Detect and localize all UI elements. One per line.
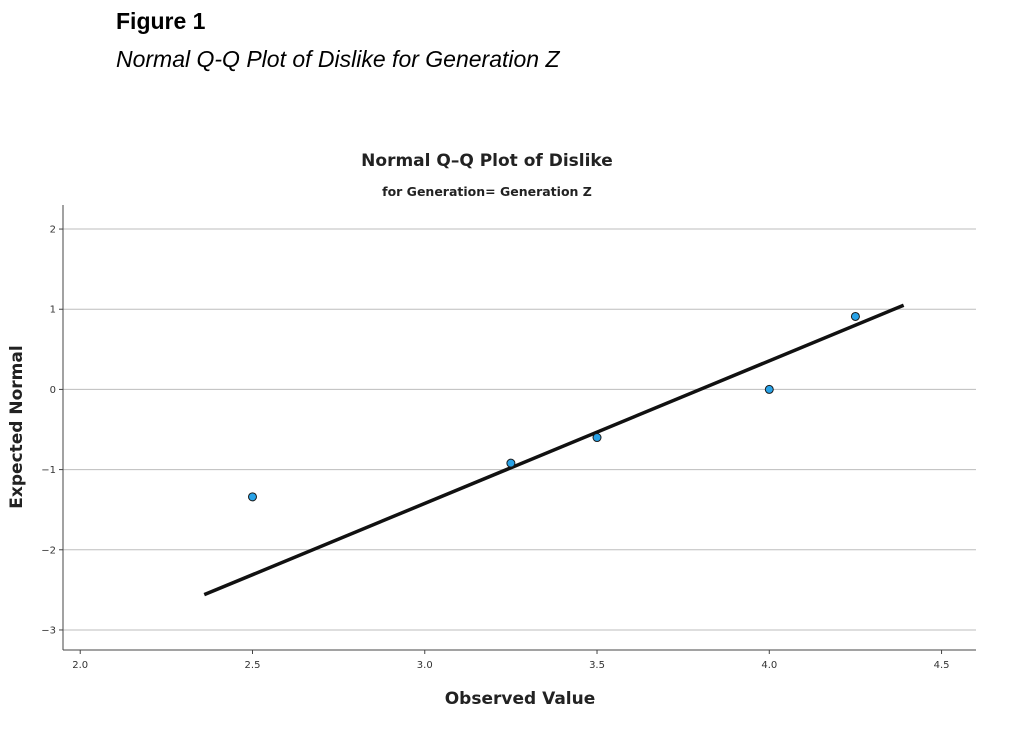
axes xyxy=(59,205,976,654)
x-tick-label: 4.0 xyxy=(761,660,777,671)
x-tick-label: 2.0 xyxy=(72,660,88,671)
y-tick-label: −1 xyxy=(41,465,56,476)
data-point xyxy=(764,384,774,394)
y-tick-label: −3 xyxy=(41,625,56,636)
figure-caption: Normal Q-Q Plot of Dislike for Generatio… xyxy=(116,46,560,72)
chart-title: Normal Q–Q Plot of Dislike xyxy=(361,151,613,171)
reference-line xyxy=(203,303,905,597)
data-points xyxy=(247,311,860,502)
y-tick-label: 0 xyxy=(50,385,56,396)
y-tick-label: 2 xyxy=(50,225,56,236)
y-axis-label: Expected Normal xyxy=(7,345,27,508)
chart-subtitle: for Generation= Generation Z xyxy=(382,184,592,199)
tick-labels: 2 1 0 −1 −2 −3 2.0 2.5 3.0 3.5 4.0 4.5 xyxy=(41,225,949,671)
y-tick-label: 1 xyxy=(50,305,56,316)
x-tick-label: 4.5 xyxy=(934,660,950,671)
x-tick-label: 2.5 xyxy=(245,660,261,671)
grid-lines xyxy=(63,228,976,631)
x-tick-label: 3.0 xyxy=(417,660,433,671)
x-axis-label: Observed Value xyxy=(445,689,596,709)
data-point xyxy=(506,458,516,468)
reference-line-group xyxy=(203,303,905,597)
figure-label: Figure 1 xyxy=(116,8,206,34)
y-tick-label: −2 xyxy=(41,545,56,556)
data-point xyxy=(850,311,860,321)
data-point xyxy=(592,433,602,443)
data-point xyxy=(247,492,257,502)
x-tick-label: 3.5 xyxy=(589,660,605,671)
